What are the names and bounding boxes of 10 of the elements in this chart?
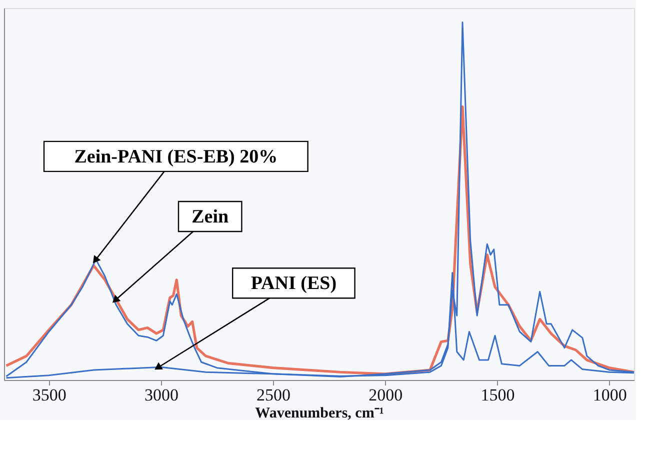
x-tick-label: 2500 [256,386,291,404]
annotation: PANI (ES) [250,273,337,294]
x-tick-label: 3000 [144,386,178,404]
annotation: Zein [192,206,230,228]
x-tick-label: 1000 [592,386,627,404]
x-axis-title: Wavenumbers, cm⁻¹ [255,406,384,422]
x-tick-label: 2000 [368,386,403,404]
annotation: Zein-PANI (ES-EB) 20% [74,146,278,168]
x-tick-label: 1500 [480,386,515,404]
x-tick-label: 3500 [32,386,66,404]
